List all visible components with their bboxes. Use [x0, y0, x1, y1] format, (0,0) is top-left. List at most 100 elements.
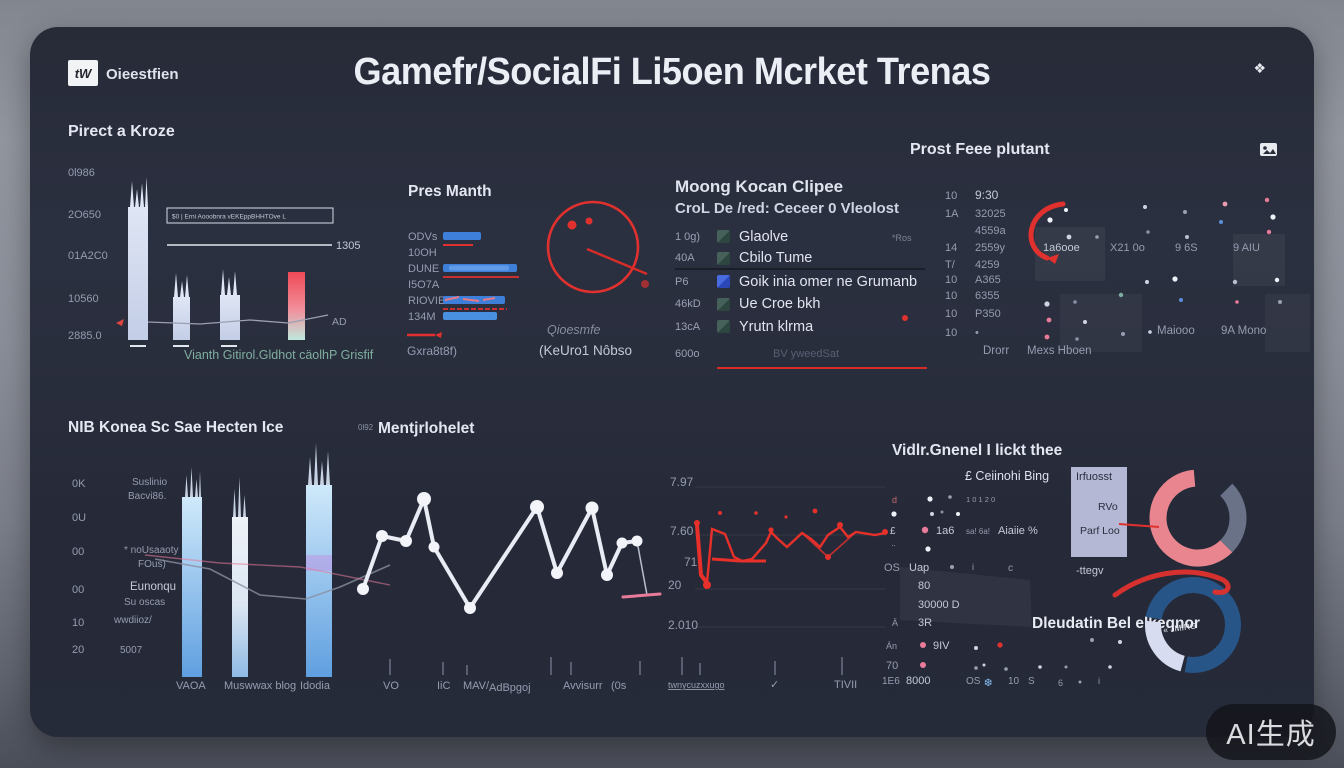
- hbar-marks: [444, 296, 496, 302]
- volume-chart-title: NIB Konea Sc Sae Hecten Ice: [68, 419, 284, 436]
- cell: sa! 6a!: [966, 527, 990, 536]
- x-ticks: [389, 657, 641, 675]
- red-curve-arrow: [1028, 201, 1066, 261]
- legend-row[interactable]: 1 0g) Glaolve: [675, 226, 925, 248]
- x-label: Muswwax blog: [224, 680, 296, 692]
- mid-val: 1a6ooe: [1043, 242, 1080, 254]
- dot: [956, 512, 960, 516]
- hbar-inner: [449, 265, 509, 271]
- bar-label: 134M: [408, 311, 436, 323]
- gauge-dot: [567, 220, 577, 230]
- legend-row[interactable]: 46kD Ue Croe bkh: [675, 294, 925, 316]
- dot: [921, 526, 929, 534]
- brand-logo[interactable]: tW: [68, 60, 98, 86]
- highlight-val: RVo: [1098, 501, 1118, 513]
- x-label: Idodia: [300, 680, 331, 692]
- row-val: 4259: [975, 259, 999, 271]
- x-label: VAOA: [176, 680, 206, 692]
- page-title: Gamefr/SocialFi Li5oen Mcrket Trenas: [353, 51, 991, 93]
- row-icon: Ä: [892, 618, 898, 628]
- legend-footnote: BV yweedSat: [773, 348, 840, 361]
- mid-val: 9 AIU: [1233, 242, 1260, 254]
- dot: [891, 511, 897, 517]
- red-scribble: [695, 524, 886, 585]
- legend-title: Moong Kocan Clipee: [675, 177, 844, 196]
- dot: [927, 496, 933, 502]
- dot: [974, 646, 978, 650]
- dot: [930, 512, 934, 516]
- market-table: £ Ceiinohi Bing Irfuosst RVo Parf Loo d …: [882, 467, 1127, 689]
- cell: OS: [966, 676, 981, 687]
- trend-line: [154, 558, 391, 600]
- highlight-val: Parf Loo: [1080, 525, 1120, 537]
- market-table-title: Vidlr.Gnenel I lickt thee: [892, 442, 1063, 459]
- x-label: (0s: [611, 680, 627, 692]
- bar-band: [306, 555, 332, 571]
- dot: [925, 546, 931, 552]
- gauge-caption: Qioesmfe: [547, 323, 601, 337]
- row-icon: Án: [886, 641, 897, 651]
- cell: 80: [918, 580, 930, 592]
- dot: [982, 663, 986, 667]
- gauge-dot: [585, 217, 593, 225]
- legend-value: 1 0g): [675, 230, 701, 243]
- legend-value: 13cA: [675, 320, 701, 333]
- highlight-cell[interactable]: [1071, 467, 1127, 557]
- highlight-header: Irfuosst: [1076, 471, 1112, 483]
- x-label: VO: [383, 680, 399, 692]
- y-tick: 0U: [72, 512, 86, 524]
- dot: [1004, 667, 1008, 671]
- swatch-icon: [717, 320, 730, 334]
- bar: [220, 295, 240, 340]
- row-val: A365: [975, 274, 1001, 286]
- row-val: •: [975, 327, 979, 339]
- donut-bottom: « JMIRG: [1112, 569, 1241, 673]
- red-swoosh: [1112, 569, 1231, 598]
- gauge-ring: [546, 200, 640, 294]
- image-icon[interactable]: [1260, 143, 1280, 159]
- dot: [974, 666, 978, 670]
- cell: 30000 D: [918, 599, 960, 611]
- bar-spikes: [308, 443, 330, 485]
- x-axis-label: Vianth Gitirol.Gldhot cäolhP Grisfif: [184, 348, 374, 362]
- dot: [997, 642, 1003, 648]
- legend-label: Ue Croe bkh: [739, 296, 821, 313]
- footer: Maiooo: [1157, 325, 1195, 337]
- cell: Aiaiie %: [998, 525, 1038, 537]
- bar-spikes: [185, 467, 201, 497]
- row-icon: d: [892, 495, 897, 505]
- swatch-icon: [717, 230, 730, 244]
- bar-spikes: [233, 477, 246, 517]
- dashboard-card: tW Oieestfien Gamefr/SocialFi Li5oen Mcr…: [30, 27, 1314, 737]
- cell: 1a6: [936, 525, 954, 537]
- annotation-text: $0 | Erni Aooobnra vEKEppBHHTOve L: [172, 214, 286, 221]
- snowflake-icon: ❆: [984, 678, 992, 689]
- footer-label: Gxra8t8f): [407, 344, 457, 358]
- watermark-text: AI生成: [1226, 719, 1316, 751]
- row-num: 10: [945, 327, 957, 339]
- dot: [1108, 665, 1112, 669]
- bar-label: ODVs: [408, 231, 438, 243]
- zigzag-dots: [357, 492, 643, 614]
- bar: [173, 297, 190, 340]
- red-curve-arrowhead: [1047, 254, 1059, 264]
- legend-row[interactable]: P6 Goik inia omer ne Grumanb: [675, 271, 925, 293]
- pres-month-bars: ODVs 10OH DUNE I5O7A RIOVIE 134M Gxra8t8…: [407, 231, 519, 358]
- row-val: 9:30: [975, 188, 999, 202]
- legend-subtitle: CroL De /red: Ceceer 0 Vleolost: [675, 200, 899, 217]
- cell: 10: [1008, 676, 1020, 687]
- y-tick: 01A2C0: [68, 250, 108, 262]
- pink-segment: [621, 592, 662, 599]
- legend-row[interactable]: 13cA Yrutn klrma: [675, 316, 925, 338]
- y-tick: 2.010: [668, 618, 698, 632]
- y-tick: 10560: [68, 293, 99, 305]
- x-label: TIVII: [834, 679, 857, 691]
- row-val: P350: [975, 308, 1001, 320]
- donut-slice-navy: [1145, 577, 1241, 673]
- cell: 3R: [918, 617, 932, 629]
- legend-row[interactable]: 40A Cbilo Tume: [675, 249, 925, 270]
- settings-diamond-icon[interactable]: ❖: [1253, 60, 1266, 76]
- x-label: IiC: [437, 680, 451, 692]
- bar-label: 10OH: [408, 247, 437, 259]
- donut-slice-pink: [1149, 469, 1233, 567]
